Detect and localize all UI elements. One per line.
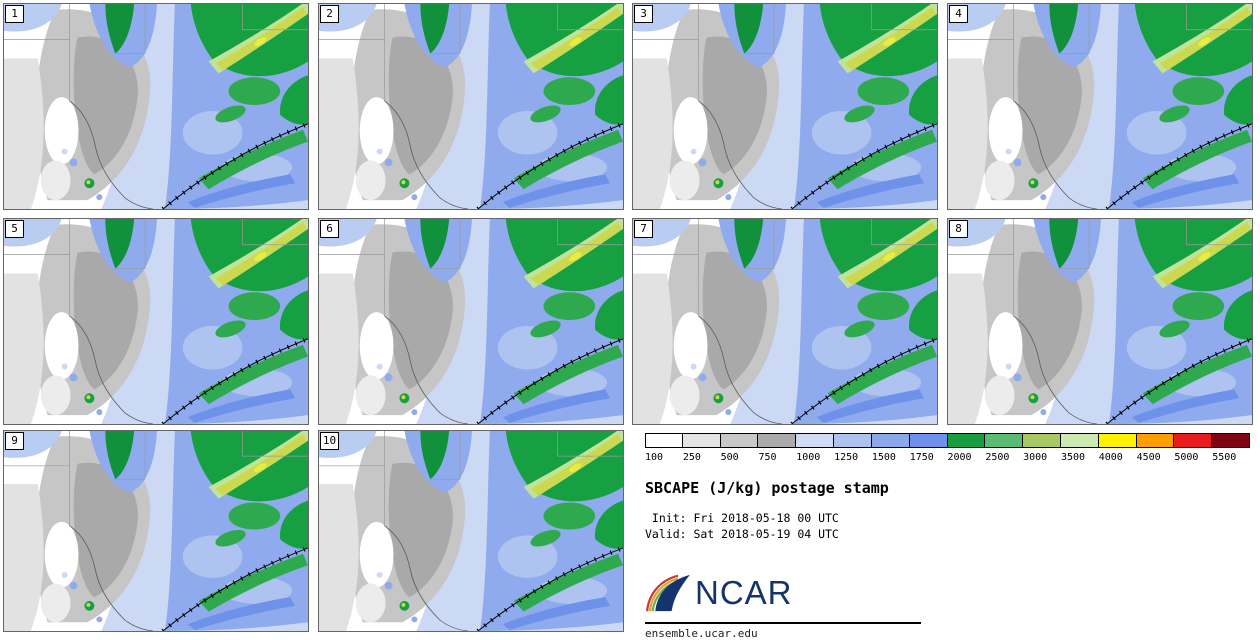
sbcape-map	[319, 219, 623, 424]
colorbar-cell: 100	[645, 433, 683, 463]
sbcape-map	[319, 4, 623, 209]
panel-number: 9	[5, 432, 24, 450]
colorbar-tick-label: 3000	[1023, 452, 1048, 463]
colorbar-swatch	[946, 433, 986, 448]
panel-number: 7	[634, 220, 653, 238]
colorbar-swatch	[984, 433, 1024, 448]
colorbar-swatch	[645, 433, 683, 448]
footer-url: ensemble.ucar.edu	[645, 627, 758, 640]
colorbar-tick-label: 1250	[834, 452, 859, 463]
colorbar-cell: 3500	[1059, 433, 1099, 463]
map-panel-1: 1	[3, 3, 309, 210]
colorbar-cell: 5500	[1211, 433, 1250, 463]
map-panel-7: 7	[632, 218, 938, 425]
colorbar-cell: 500	[719, 433, 759, 463]
colorbar-swatch	[833, 433, 872, 448]
colorbar-tick-label: 500	[720, 452, 739, 463]
colorbar-swatch	[1022, 433, 1061, 448]
map-panel-4: 4	[947, 3, 1253, 210]
colorbar-tick-label: 4500	[1136, 452, 1161, 463]
colorbar-tick-label: 2000	[947, 452, 972, 463]
colorbar-cell: 5000	[1173, 433, 1213, 463]
map-panel-5: 5	[3, 218, 309, 425]
panel-number: 10	[320, 432, 339, 450]
colorbar-swatch	[1211, 433, 1250, 448]
panel-number: 1	[5, 5, 24, 23]
colorbar-tick-label: 1500	[871, 452, 896, 463]
panel-number: 5	[5, 220, 24, 238]
colorbar-cell: 2000	[946, 433, 986, 463]
sbcape-map	[948, 4, 1252, 209]
colorbar-swatch	[757, 433, 797, 448]
map-panel-3: 3	[632, 3, 938, 210]
colorbar-tick-label: 2500	[985, 452, 1010, 463]
map-panel-9: 9	[3, 430, 309, 632]
colorbar-tick-label: 1750	[909, 452, 934, 463]
colorbar-swatch	[870, 433, 910, 448]
colorbar-tick-label: 4000	[1098, 452, 1123, 463]
ncar-logo-icon	[646, 574, 690, 612]
colorbar-cell: 1750	[908, 433, 948, 463]
plot-title: SBCAPE (J/kg) postage stamp	[645, 479, 889, 497]
colorbar-cell: 1500	[870, 433, 910, 463]
colorbar-tick-label: 100	[645, 452, 664, 463]
colorbar-swatch	[719, 433, 759, 448]
panel-number: 4	[949, 5, 968, 23]
colorbar-swatch	[1173, 433, 1213, 448]
footer-divider	[645, 622, 921, 625]
colorbar-tick-label: 1000	[796, 452, 821, 463]
init-time: Init: Fri 2018-05-18 00 UTC	[645, 511, 839, 525]
colorbar-swatch	[681, 433, 721, 448]
init-valid-times: Init: Fri 2018-05-18 00 UTC Valid: Sat 2…	[645, 511, 1253, 542]
colorbar-cell: 3000	[1022, 433, 1061, 463]
colorbar-swatch	[1135, 433, 1175, 448]
colorbar-swatch	[1097, 433, 1137, 448]
sbcape-map	[4, 4, 308, 209]
map-panel-10: 10	[318, 430, 624, 632]
sbcape-map	[633, 4, 937, 209]
colorbar-swatch	[908, 433, 948, 448]
colorbar-tick-label: 750	[758, 452, 777, 463]
colorbar-swatch	[795, 433, 835, 448]
colorbar-tick-label: 250	[682, 452, 701, 463]
map-panel-8: 8	[947, 218, 1253, 425]
colorbar-tick-label: 5000	[1174, 452, 1199, 463]
sbcape-map	[948, 219, 1252, 424]
panel-number: 2	[320, 5, 339, 23]
colorbar-cell: 4500	[1135, 433, 1175, 463]
colorbar-cell: 1000	[795, 433, 835, 463]
colorbar-cell: 750	[757, 433, 797, 463]
colorbar-cell: 1250	[833, 433, 872, 463]
legend-block: 100 250 500 750 1000 1250 1500 1750 2000…	[645, 433, 1253, 640]
map-panel-2: 2	[318, 3, 624, 210]
sbcape-map	[4, 431, 308, 631]
sbcape-map	[633, 219, 937, 424]
panel-number: 8	[949, 220, 968, 238]
sbcape-map	[4, 219, 308, 424]
colorbar-swatch	[1059, 433, 1099, 448]
colorbar-cell: 2500	[984, 433, 1024, 463]
map-panel-6: 6	[318, 218, 624, 425]
panel-number: 3	[634, 5, 653, 23]
panel-number: 6	[320, 220, 339, 238]
colorbar-cell: 250	[681, 433, 721, 463]
sbcape-map	[319, 431, 623, 631]
valid-time: Valid: Sat 2018-05-19 04 UTC	[645, 526, 839, 541]
colorbar-tick-label: 3500	[1060, 452, 1086, 463]
colorbar-cell: 4000	[1097, 433, 1137, 463]
colorbar: 100 250 500 750 1000 1250 1500 1750 2000…	[645, 433, 1250, 463]
ncar-wordmark: NCAR	[695, 574, 793, 612]
colorbar-tick-label: 5500	[1212, 452, 1237, 463]
ncar-branding: NCAR	[645, 572, 1253, 614]
